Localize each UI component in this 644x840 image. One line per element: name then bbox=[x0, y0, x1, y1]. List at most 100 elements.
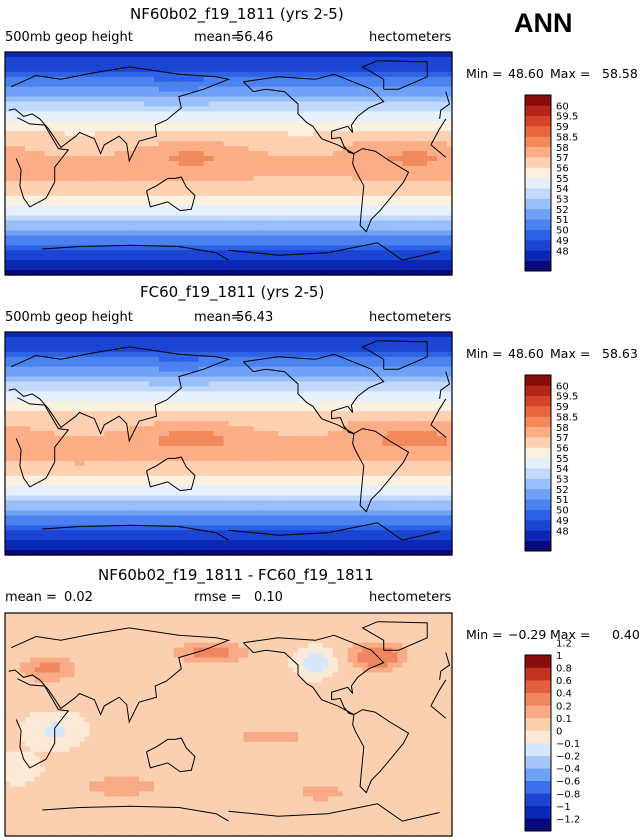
map-cell bbox=[293, 121, 299, 127]
map-cell bbox=[74, 255, 81, 261]
map-cell bbox=[382, 136, 389, 142]
map-cell bbox=[54, 71, 61, 78]
map-cell bbox=[412, 141, 418, 147]
map-cell bbox=[163, 151, 170, 157]
map-cell bbox=[213, 185, 220, 192]
map-cell bbox=[278, 116, 284, 122]
map-cell bbox=[283, 136, 289, 142]
map-cell bbox=[149, 91, 155, 98]
map-cell bbox=[312, 255, 319, 261]
map-cell bbox=[352, 356, 359, 363]
map-cell bbox=[149, 116, 155, 122]
map-cell bbox=[382, 180, 389, 187]
map-cell bbox=[263, 116, 269, 122]
map-cell bbox=[24, 146, 31, 152]
map-cell bbox=[99, 91, 105, 98]
map-cell bbox=[327, 111, 334, 118]
map-cell bbox=[218, 156, 225, 162]
map-cell bbox=[9, 185, 16, 192]
map-cell bbox=[208, 146, 215, 152]
map-cell bbox=[332, 210, 339, 217]
map-cell bbox=[208, 96, 215, 103]
map-cell bbox=[342, 81, 349, 88]
map-cell bbox=[407, 341, 413, 348]
map-cell bbox=[69, 81, 76, 88]
map-cell bbox=[109, 195, 115, 202]
map-cell bbox=[322, 195, 329, 202]
map-cell bbox=[74, 56, 81, 63]
map-cell bbox=[387, 190, 393, 197]
map-cell bbox=[213, 351, 220, 358]
map-cell bbox=[119, 240, 125, 246]
map-cell bbox=[183, 332, 190, 338]
map-cell bbox=[54, 156, 61, 162]
map-cell bbox=[129, 356, 135, 363]
map-cell bbox=[342, 66, 349, 73]
map-cell bbox=[149, 76, 155, 83]
map-cell bbox=[332, 195, 339, 202]
map-cell bbox=[19, 255, 26, 261]
map-cell bbox=[263, 96, 269, 103]
map-cell bbox=[114, 141, 120, 147]
map-cell bbox=[178, 190, 185, 197]
map-cell bbox=[144, 336, 150, 343]
map-cell bbox=[14, 195, 21, 202]
map-cell bbox=[84, 96, 91, 103]
map-cell bbox=[208, 366, 215, 373]
map-cell bbox=[387, 161, 393, 167]
map-cell bbox=[347, 371, 354, 378]
map-cell bbox=[283, 190, 289, 197]
map-cell bbox=[233, 225, 240, 231]
map-cell bbox=[307, 61, 314, 68]
map-cell bbox=[94, 71, 100, 78]
map-cell bbox=[327, 91, 334, 98]
map-cell bbox=[312, 200, 319, 207]
map-cell bbox=[173, 200, 180, 207]
map-cell bbox=[392, 265, 398, 271]
map-cell bbox=[124, 111, 130, 118]
map-cell bbox=[377, 141, 384, 147]
map-cell bbox=[377, 56, 384, 63]
map-cell bbox=[307, 101, 314, 108]
map-cell bbox=[238, 260, 244, 266]
map-cell bbox=[178, 332, 185, 338]
map-cell bbox=[293, 336, 299, 343]
map-cell bbox=[178, 270, 185, 276]
map-cell bbox=[382, 332, 389, 338]
map-cell bbox=[218, 131, 225, 137]
map-cell bbox=[263, 165, 269, 172]
map-cell bbox=[447, 361, 453, 368]
map-cell bbox=[213, 71, 220, 78]
map-cell bbox=[84, 366, 91, 373]
map-cell bbox=[144, 121, 150, 127]
map-cell bbox=[362, 332, 369, 338]
map-cell bbox=[104, 56, 110, 63]
map-cell bbox=[253, 225, 259, 231]
map-cell bbox=[213, 371, 220, 378]
map-cell bbox=[367, 245, 374, 251]
map-cell bbox=[437, 151, 443, 157]
map-cell bbox=[49, 121, 56, 127]
map-cell bbox=[437, 61, 443, 68]
map-cell bbox=[84, 371, 91, 378]
map-cell bbox=[114, 71, 120, 78]
map-cell bbox=[19, 250, 26, 256]
map-cell bbox=[183, 346, 190, 353]
map-cell bbox=[213, 52, 220, 58]
map-cell bbox=[327, 146, 334, 152]
map-cell bbox=[124, 101, 130, 108]
map-cell bbox=[168, 230, 175, 236]
map-cell bbox=[139, 71, 145, 78]
map-cell bbox=[109, 235, 115, 241]
map-cell bbox=[442, 116, 448, 122]
map-cell bbox=[89, 71, 95, 78]
map-cell bbox=[397, 200, 403, 207]
map-cell bbox=[347, 366, 354, 373]
map-cell bbox=[427, 336, 433, 343]
map-cell bbox=[69, 161, 76, 167]
map-cell bbox=[387, 361, 393, 368]
map-cell bbox=[168, 351, 175, 358]
map-cell bbox=[69, 230, 76, 236]
map-cell bbox=[382, 270, 389, 276]
map-cell bbox=[124, 126, 130, 132]
